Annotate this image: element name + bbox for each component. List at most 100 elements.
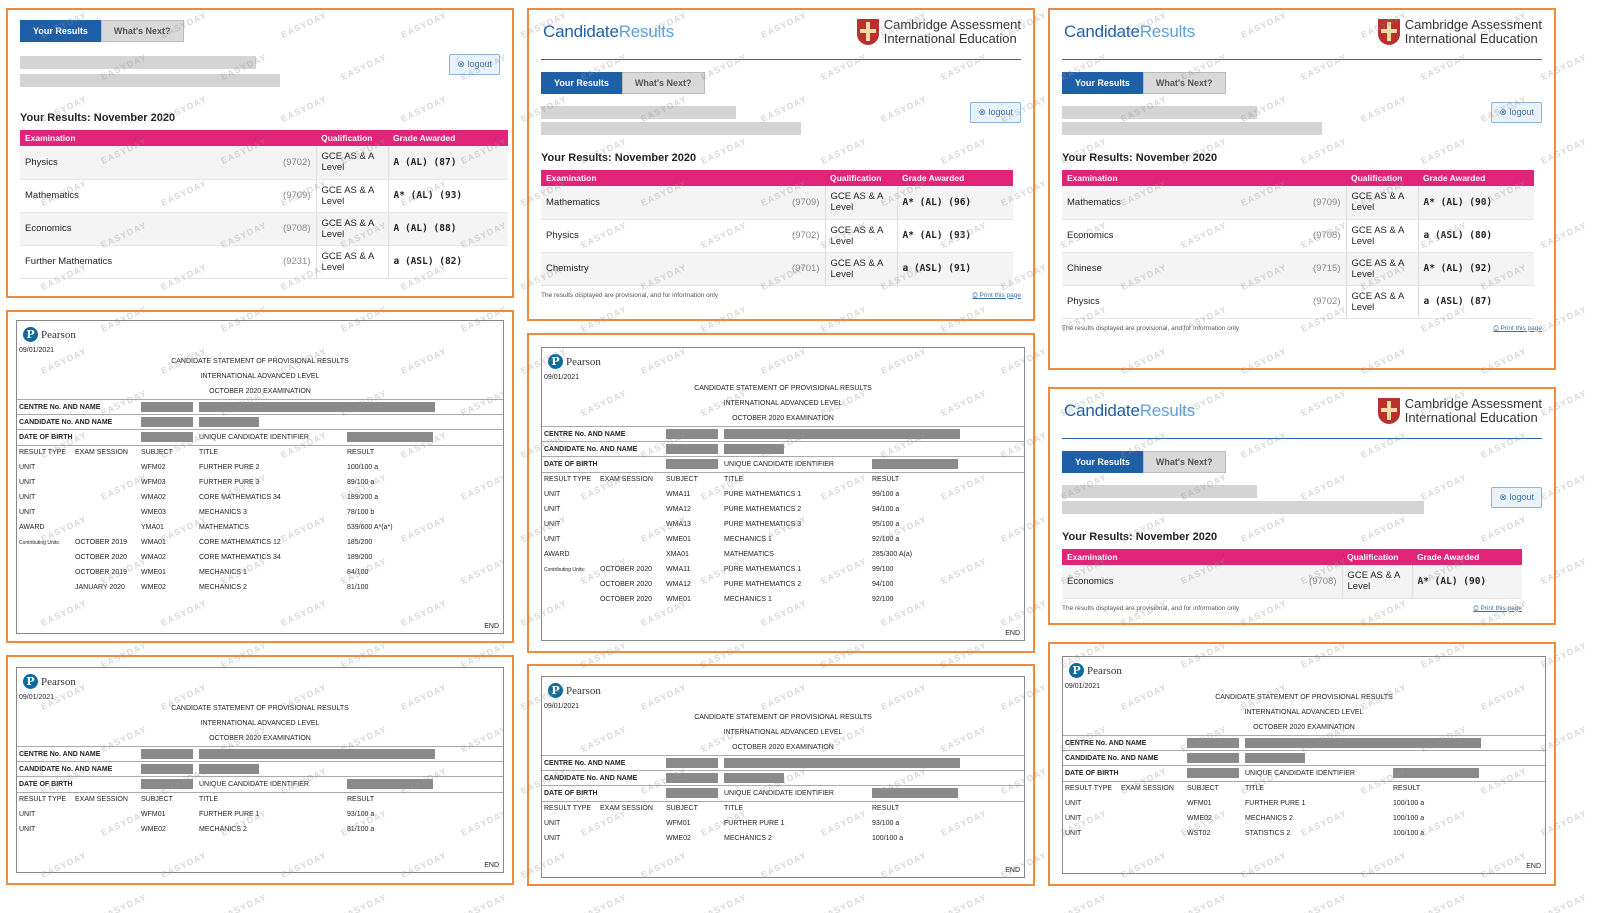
dob-label: DATE OF BIRTH [542, 785, 664, 801]
pearson-logo: P Pearson [23, 327, 503, 342]
exam-session: OCTOBER 2020 [600, 566, 653, 573]
pearson-logo: P Pearson [548, 683, 1024, 698]
result-row: Mathematics (9709) GCE AS & A Level A* (AL)… [20, 179, 508, 213]
results-table: Examination Qualification Grade Awarded … [1062, 170, 1534, 319]
exam-name: Further Mathematics [20, 245, 233, 279]
grade-awarded: a (ASL) (82) [387, 245, 508, 279]
result-row: UNIT WFM01 FURTHER PURE 1 93/100 a [542, 816, 1024, 831]
result-row: UNIT WME02 MECHANICS 2 100/100 a [1063, 811, 1545, 826]
end-marker: END [1005, 867, 1020, 874]
cambridge-shield-icon [1377, 19, 1400, 45]
syllabus-code: (9702) [1240, 285, 1346, 319]
watermark-text: EASYDAY [1298, 891, 1349, 913]
logout-button[interactable]: ⊗ logout [449, 54, 500, 75]
centre-label: CENTRE No. AND NAME [542, 426, 664, 442]
watermark-text: EASYDAY [938, 891, 989, 913]
tab-whats-next[interactable]: What's Next? [621, 72, 705, 94]
result-row: Physics (9702) GCE AS & A Level A* (AL) (93… [541, 219, 1013, 253]
results-list: RESULT TYPE EXAM SESSION SUBJECT TITLE RESUL… [17, 791, 503, 838]
results-title: Your Results: November 2020 [1062, 152, 1218, 164]
results-list: RESULT TYPE EXAM SESSION SUBJECT TITLE RESUL… [542, 471, 1024, 608]
redacted-user-info: ⊗ logout [1062, 473, 1542, 531]
provisional-note: The results displayed are provisional, a… [1062, 604, 1240, 612]
subject-code: WFM02 [141, 464, 166, 471]
statement-heading: CANDIDATE STATEMENT OF PROVISIONAL RESUL… [694, 714, 872, 751]
statement-heading: CANDIDATE STATEMENT OF PROVISIONAL RESUL… [171, 705, 349, 742]
uci-label: UNIQUE CANDIDATE IDENTIFIER [1245, 770, 1355, 778]
result-type: UNIT [544, 521, 561, 528]
result-type: UNIT [544, 835, 561, 842]
subject-code: WME01 [141, 569, 166, 576]
redacted-user-info: ⊗ logout [541, 94, 1021, 152]
qualification: GCE AS & A Level [824, 219, 897, 253]
pearson-statement-panel-4: P Pearson 09/01/2021 CANDIDATE STATEMENT OF… [527, 664, 1035, 886]
close-circle-icon: ⊗ [1499, 492, 1507, 502]
grade-awarded: A* (AL) (90) [1411, 565, 1522, 599]
exam-session [598, 816, 664, 831]
unit-title: CORE MATHEMATICS 34 [199, 554, 281, 561]
result-type: UNIT [544, 536, 561, 543]
unit-title: PURE MATHEMATICS 1 [724, 566, 802, 573]
subject-code: WFM01 [141, 811, 166, 818]
watermark-text: EASYDAY [698, 891, 749, 913]
statement-date: 09/01/2021 [19, 694, 55, 701]
cambridge-header: CandidateResults Cambridge Assessment Int… [1062, 389, 1542, 439]
subject-code: WFM03 [141, 479, 166, 486]
unit-title: MATHEMATICS [724, 551, 774, 558]
result-row: Economics (9708) GCE AS & A Level a (ASL) (… [1062, 219, 1534, 253]
tab-whats-next[interactable]: What's Next? [100, 20, 184, 42]
result-row: Mathematics (9709) GCE AS & A Level A* (AL)… [541, 186, 1013, 220]
result-row: OCTOBER 2020 WMA02 CORE MATHEMATICS 34 189/… [17, 550, 503, 565]
result-row: Contributing Units: OCTOBER 2020 WMA11 PURE… [542, 562, 1024, 577]
tab-whats-next[interactable]: What's Next? [1142, 72, 1226, 94]
qualification: GCE AS & A Level [824, 186, 897, 220]
result-row: AWARD XMA01 MATHEMATICS 285/300 A(a) [542, 547, 1024, 562]
qualification: GCE AS & A Level [1345, 285, 1418, 319]
tab-whats-next[interactable]: What's Next? [1142, 451, 1226, 473]
watermark-text: EASYDAY [1418, 891, 1469, 913]
col-examination: Examination [1062, 549, 1342, 565]
exam-session [1119, 826, 1185, 841]
tab-your-results[interactable]: Your Results [1062, 72, 1143, 94]
grade-awarded: A (AL) (87) [387, 146, 508, 180]
pearson-p-icon: P [23, 327, 38, 342]
candidate-details: CENTRE No. AND NAME CANDIDATE No. AND NAM… [542, 755, 1024, 801]
cambridge-logo: Cambridge Assessment International Educat… [1377, 397, 1542, 425]
print-link[interactable]: ⎙ Print this page [972, 291, 1021, 299]
logout-button[interactable]: ⊗ logout [970, 102, 1021, 123]
unit-title: STATISTICS 2 [1245, 830, 1291, 837]
contributing-units-label: Contributing Units: [544, 566, 586, 573]
result-row: UNIT WME02 MECHANICS 2 100/100 a [542, 831, 1024, 846]
statement-heading: CANDIDATE STATEMENT OF PROVISIONAL RESUL… [1215, 694, 1393, 731]
result-type: UNIT [544, 506, 561, 513]
tab-your-results[interactable]: Your Results [541, 72, 622, 94]
candidate-label: CANDIDATE No. AND NAME [17, 761, 139, 777]
result-row: UNIT WME02 MECHANICS 2 81/100 a [17, 822, 503, 837]
unit-title: MATHEMATICS [199, 524, 249, 531]
unit-title: CORE MATHEMATICS 34 [199, 494, 281, 501]
print-link[interactable]: ⎙ Print this page [1493, 324, 1542, 332]
tab-your-results[interactable]: Your Results [20, 20, 101, 42]
unit-result: 189/200 [347, 554, 373, 561]
candidate-details: CENTRE No. AND NAME CANDIDATE No. AND NAM… [1063, 735, 1545, 781]
tab-your-results[interactable]: Your Results [1062, 451, 1143, 473]
logout-button[interactable]: ⊗ logout [1491, 102, 1542, 123]
unit-result: 99/100 [872, 566, 894, 573]
qualification: GCE AS & A Level [315, 245, 388, 279]
col-examination: Examination [20, 130, 316, 146]
subject-code: WMA12 [666, 506, 691, 513]
result-row: UNIT WFM01 FURTHER PURE 1 93/100 a [17, 807, 503, 822]
result-type: UNIT [19, 494, 36, 501]
unit-title: MECHANICS 3 [199, 509, 247, 516]
result-row: JANUARY 2020 WME02 MECHANICS 2 81/100 [17, 580, 503, 595]
print-link[interactable]: ⎙ Print this page [1473, 604, 1522, 612]
result-type: AWARD [19, 524, 45, 531]
unit-result: 100/100 a [347, 464, 379, 471]
logout-button[interactable]: ⊗ logout [1491, 487, 1542, 508]
dob-label: DATE OF BIRTH [17, 429, 139, 445]
dob-label: DATE OF BIRTH [17, 776, 139, 792]
subject-code: WME02 [1187, 815, 1212, 822]
result-row: OCTOBER 2020 WMA12 PURE MATHEMATICS 2 94/10… [542, 577, 1024, 592]
exam-name: Chemistry [541, 252, 720, 286]
unit-result: 92/100 a [872, 536, 900, 543]
